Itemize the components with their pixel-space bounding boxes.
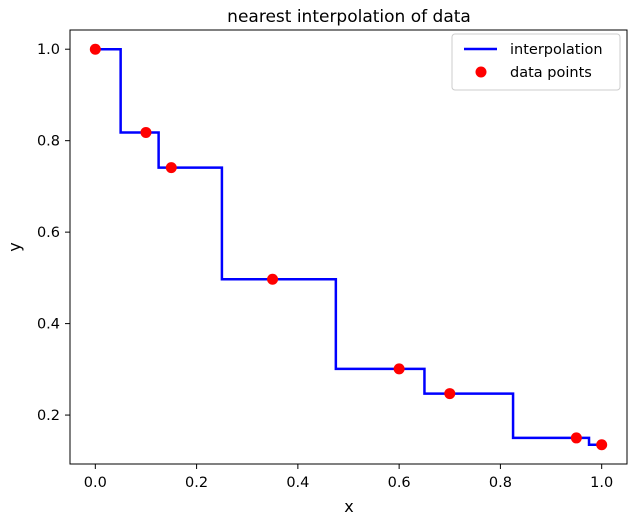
interpolation-line <box>95 47 602 447</box>
data-point <box>596 439 608 451</box>
x-tick-label: 0.8 <box>489 475 512 491</box>
data-point <box>444 388 456 400</box>
y-tick-label: 0.6 <box>37 225 60 241</box>
legend-interpolation-label: interpolation <box>510 42 603 58</box>
legend-data-points-label: data points <box>510 65 592 81</box>
chart-title: nearest interpolation of data <box>227 7 471 27</box>
data-point <box>393 363 405 375</box>
plot-frame <box>69 29 628 465</box>
y-tick-label: 0.2 <box>37 408 60 424</box>
legend: interpolation data points <box>451 33 621 91</box>
data-point <box>570 432 582 444</box>
data-point <box>165 162 177 174</box>
x-tick-label: 0.2 <box>185 475 208 491</box>
x-tick-label: 0.6 <box>388 475 411 491</box>
x-tick-label: 0.0 <box>84 475 107 491</box>
legend-data-points-swatch <box>475 66 487 78</box>
data-point <box>140 126 152 138</box>
y-tick-label: 0.4 <box>37 317 60 333</box>
data-point <box>89 43 101 55</box>
y-axis-label: y <box>5 242 24 251</box>
x-tick-label: 0.4 <box>286 475 309 491</box>
x-axis-label: x <box>344 497 353 516</box>
y-tick-label: 1.0 <box>37 42 60 58</box>
y-tick-label: 0.8 <box>37 134 60 150</box>
x-tick-label: 1.0 <box>590 475 613 491</box>
data-point <box>267 273 279 285</box>
